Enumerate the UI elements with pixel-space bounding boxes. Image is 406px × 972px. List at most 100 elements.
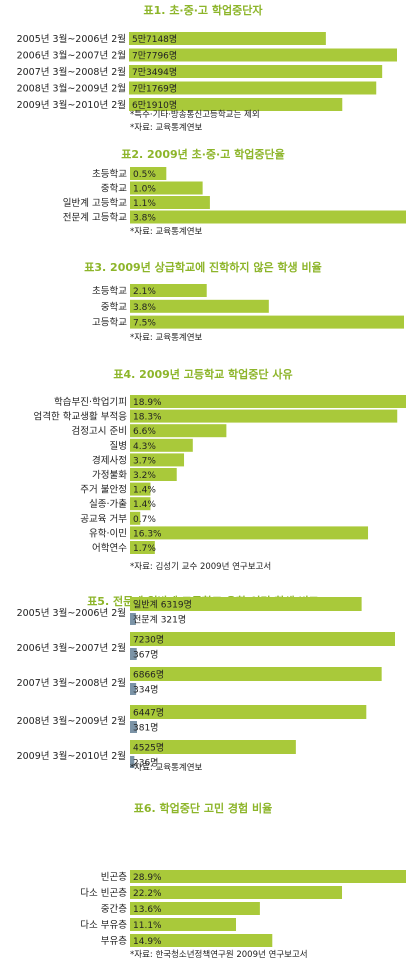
chart-3-bar xyxy=(130,315,404,329)
chart-4-category-label: 공교육 거부 xyxy=(80,514,127,525)
chart-5-bar-general xyxy=(130,632,395,646)
chart-5-bar-vocational xyxy=(130,756,135,768)
chart-2-value-label: 1.1% xyxy=(133,199,156,209)
chart-1-category-label: 2005년 3월~2006년 2월 xyxy=(17,33,126,45)
chart-2-value-label: 1.0% xyxy=(133,185,156,195)
chart-5-bar-vocational xyxy=(130,648,137,660)
chart-1-note: *특수·기타·방송통신고등학교는 제외 xyxy=(130,109,260,120)
chart-4-bar xyxy=(130,453,185,467)
chart-5-value-label-vocational: 334명 xyxy=(133,685,158,696)
chart-4-category-label: 어학연수 xyxy=(92,543,127,554)
chart-6-category-label: 다소 부유층 xyxy=(80,920,127,931)
chart-4-value-label: 16.3% xyxy=(133,529,162,539)
chart-4-bar xyxy=(130,526,369,540)
chart-4-bar xyxy=(130,468,177,481)
chart-1-category-label: 2009년 3월~2010년 2월 xyxy=(17,99,126,111)
chart-6-bar xyxy=(130,870,406,883)
chart-6-bar xyxy=(130,886,343,899)
chart-4-category-label: 유학·이민 xyxy=(89,528,127,539)
chart-5-value-label-general: 6866명 xyxy=(133,670,164,681)
chart-1-category-label: 2008년 3월~2009년 2월 xyxy=(17,83,126,95)
chart-1-bar xyxy=(129,98,343,111)
chart-4-bar xyxy=(130,541,155,554)
chart-4-category-label: 엄격한 학교생활 부적응 xyxy=(34,411,128,423)
chart-1-bar xyxy=(129,81,377,95)
chart-1-value-label: 7만3494명 xyxy=(132,67,177,78)
chart-6-title: 표6. 학업중단 고민 경험 비율 xyxy=(134,801,272,815)
chart-6-value-label: 11.1% xyxy=(133,921,162,931)
chart-2-category-label: 전문계 고등학교 xyxy=(63,212,127,224)
chart-4-category-label: 질병 xyxy=(110,440,127,452)
chart-4-category-label: 실종·가출 xyxy=(89,499,127,510)
chart-1-category-label: 2006년 3월~2007년 2월 xyxy=(17,50,126,62)
chart-6-bar xyxy=(130,902,260,915)
chart-5-category-label: 2008년 3월~2009년 2월 xyxy=(17,715,126,727)
chart-4-value-label: 0.7% xyxy=(133,515,156,525)
chart-4-bar xyxy=(130,482,151,496)
chart-5-bar-vocational xyxy=(130,683,137,695)
chart-3-category-label: 중학교 xyxy=(101,302,127,313)
chart-1-category-label: 2007년 3월~2008년 2월 xyxy=(17,66,126,78)
chart-5-category-label: 2007년 3월~2008년 2월 xyxy=(17,677,126,689)
chart-4-bar xyxy=(130,438,193,452)
chart-4-bar xyxy=(130,497,151,511)
chart-4-note: *자료: 김성기 교수 2009년 연구보고서 xyxy=(130,561,271,572)
chart-5-value-label-vocational: 381명 xyxy=(133,723,158,734)
chart-4-value-label: 3.2% xyxy=(133,471,156,481)
chart-4-category-label: 학습부진·학업기피 xyxy=(54,396,127,408)
chart-4-value-label: 6.6% xyxy=(133,427,156,437)
chart-2-title: 표2. 2009년 초·중·고 학업중단율 xyxy=(121,147,285,161)
chart-1-value-label: 6만1910명 xyxy=(132,100,177,111)
chart-3-value-label: 2.1% xyxy=(133,287,156,297)
chart-5-value-label-vocational: 전문계 321명 xyxy=(133,614,186,626)
chart-6-value-label: 22.2% xyxy=(133,889,162,899)
chart-4-value-label: 1.4% xyxy=(133,486,156,496)
chart-4-category-label: 경제사정 xyxy=(92,454,127,466)
chart-5-value-label-general: 7230명 xyxy=(133,635,164,646)
chart-2-value-label: 0.5% xyxy=(133,170,156,180)
chart-6-value-label: 14.9% xyxy=(133,937,162,947)
chart-3-category-label: 고등학교 xyxy=(92,318,127,329)
chart-4-value-label: 18.9% xyxy=(133,398,162,408)
chart-5-bar-vocational xyxy=(130,721,137,733)
chart-2-category-label: 초등학교 xyxy=(92,169,127,180)
chart-4-title: 표4. 2009년 고등학교 학업중단 사유 xyxy=(113,367,292,381)
chart-1-title: 표1. 초·중·고 학업중단자 xyxy=(144,3,264,17)
chart-6-category-label: 다소 빈곤층 xyxy=(80,888,127,899)
chart-5-value-label-vocational: 367명 xyxy=(133,650,158,661)
chart-1-bar xyxy=(129,32,326,45)
chart-3-bar xyxy=(130,284,207,297)
chart-5-value-label-general: 6447명 xyxy=(133,708,164,719)
chart-6-bar xyxy=(130,934,273,947)
chart-5-value-label-vocational: 236명 xyxy=(133,758,158,769)
chart-4-bar xyxy=(130,409,398,423)
chart-6-bar xyxy=(130,918,237,931)
chart-3-note: *자료: 교육통계연보 xyxy=(130,332,203,343)
chart-2-category-label: 중학교 xyxy=(101,184,127,195)
chart-3-category-label: 초등학교 xyxy=(92,286,127,297)
chart-6-note: *자료: 한국청소년정책연구원 2009년 연구보고서 xyxy=(130,949,308,960)
chart-2-bar xyxy=(130,167,167,180)
chart-2-note: *자료: 교육통계연보 xyxy=(130,226,203,237)
chart-5-category-label: 2005년 3월~2006년 2월 xyxy=(17,607,126,619)
chart-5-note: *자료: 교육통계연보 xyxy=(130,762,203,773)
chart-4-value-label: 18.3% xyxy=(133,413,162,423)
chart-4-bar xyxy=(130,424,227,438)
chart-4-category-label: 가정불화 xyxy=(92,470,127,481)
chart-5-bar-general xyxy=(130,740,296,754)
chart-5-bar-vocational xyxy=(130,613,136,625)
chart-3-value-label: 7.5% xyxy=(133,319,156,329)
chart-4-bar xyxy=(130,395,406,408)
chart-6-category-label: 부유층 xyxy=(101,936,127,947)
chart-4-category-label: 주거 불안정 xyxy=(80,485,127,496)
chart-1-bar xyxy=(129,48,397,62)
chart-5-category-label: 2009년 3월~2010년 2월 xyxy=(17,750,126,762)
chart-4-category-label: 검정고시 준비 xyxy=(72,425,127,437)
chart-2-bar xyxy=(130,196,210,209)
chart-6-category-label: 빈곤층 xyxy=(101,872,127,883)
chart-5-bar-general xyxy=(130,597,362,611)
chart-2-bar xyxy=(130,181,203,195)
chart-2-bar xyxy=(130,210,406,224)
